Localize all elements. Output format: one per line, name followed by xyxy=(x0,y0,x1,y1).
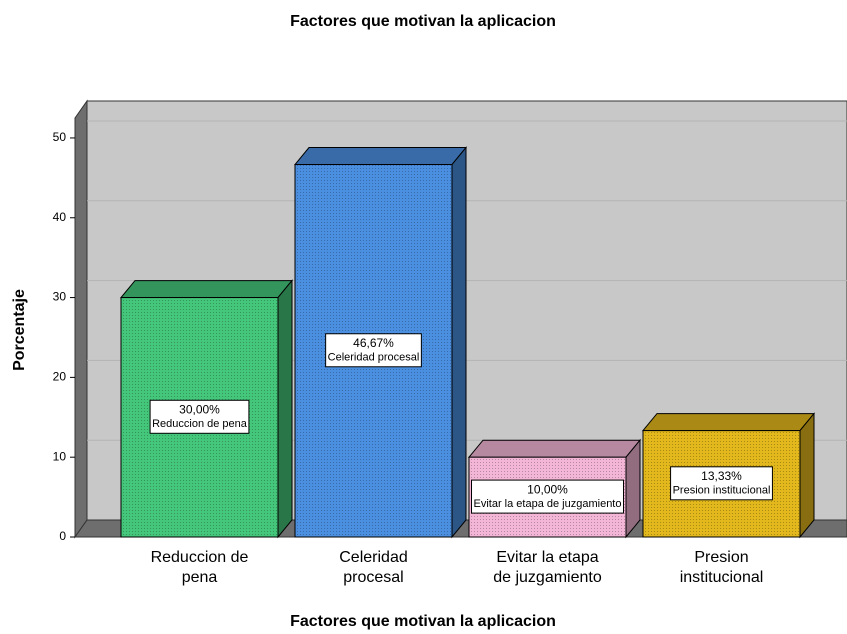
bar-top xyxy=(467,439,642,458)
y-tick-label: 30 xyxy=(53,290,67,304)
data-label-box xyxy=(325,333,422,368)
data-label-box xyxy=(670,466,773,501)
data-label-box xyxy=(471,479,624,514)
y-tick-label: 20 xyxy=(53,370,67,384)
x-tick-label: Reduccion de pena xyxy=(151,549,249,586)
bar-top xyxy=(119,280,294,299)
left-wall xyxy=(74,99,88,539)
data-label-category: Reduccion de pena xyxy=(152,418,248,430)
x-tick-label: Celeridad procesal xyxy=(339,549,407,586)
y-tick-label: 50 xyxy=(53,130,67,144)
bar-side xyxy=(799,412,815,539)
data-label-category: Presion institucional xyxy=(673,485,771,497)
bar-top xyxy=(293,147,468,166)
bar-side xyxy=(277,279,293,539)
y-tick-label: 10 xyxy=(53,449,67,463)
bar-side xyxy=(451,146,467,539)
bar-side xyxy=(625,438,641,539)
data-label: 46,67% xyxy=(353,336,394,350)
data-label: 13,33% xyxy=(701,469,742,483)
x-tick-label: Evitar la etapa de juzgamiento xyxy=(493,549,602,586)
y-tick-label: 0 xyxy=(59,529,66,543)
x-axis-title: Factores que motivan la aplicacion xyxy=(290,613,556,630)
x-tick-label: Presion institucional xyxy=(680,549,764,586)
data-label-category: Evitar la etapa de juzgamiento xyxy=(474,498,622,510)
data-label-category: Celeridad procesal xyxy=(328,352,420,364)
data-label-box xyxy=(149,399,250,434)
data-label: 10,00% xyxy=(527,482,568,496)
data-label: 30,00% xyxy=(179,402,220,416)
y-tick-label: 40 xyxy=(53,210,67,224)
chart-title: Factores que motivan la aplicacion xyxy=(290,13,556,30)
bar-top xyxy=(641,413,816,432)
y-axis-title: Porcentaje xyxy=(11,289,28,371)
